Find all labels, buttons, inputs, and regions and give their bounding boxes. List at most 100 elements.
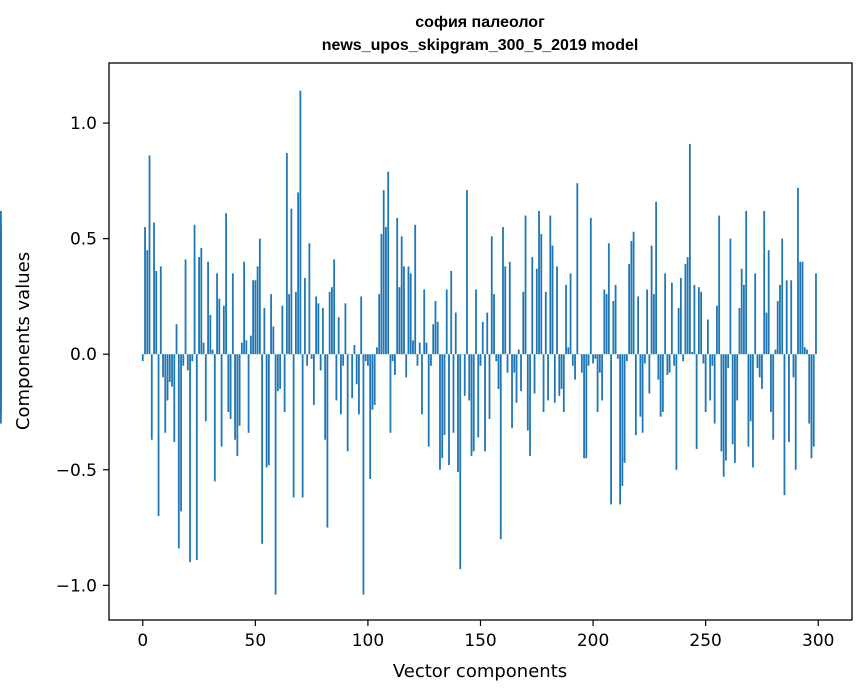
bar-265 [738,307,741,355]
bar-42 [236,354,239,456]
bar-123 [418,342,421,355]
bar-59 [274,354,277,595]
bar-115 [400,236,403,355]
bar-195 [580,354,583,373]
bar-237 [675,354,678,470]
bar-241 [684,264,687,355]
bar-110 [389,354,392,433]
bar-226 [650,245,653,355]
x-tick-label: 0 [137,631,148,651]
bar-140 [457,354,459,473]
bar-125 [423,289,426,355]
bar-175 [535,268,538,355]
bar-141 [459,354,462,570]
bar-178 [542,354,545,412]
bar-27 [202,342,205,355]
bar-54 [263,307,266,355]
bar-228 [655,201,658,355]
bar-239 [679,277,682,355]
bar-6 [155,271,158,355]
bar-undefined [0,222,2,355]
bar-48 [249,335,252,355]
bar-126 [425,342,428,355]
bar-261 [729,238,732,355]
bar-25 [198,257,200,355]
bar-132 [439,354,441,470]
bar-143 [463,354,466,396]
bar-187 [562,354,565,412]
bar-260 [727,354,730,369]
bar-131 [436,321,439,355]
bar-184 [556,266,558,355]
bar-160 [502,227,504,355]
bar-282 [776,301,779,355]
bar-70 [299,90,302,355]
bar-186 [560,354,563,389]
y-tick-label: −1.0 [56,576,97,596]
bar-29 [207,261,209,355]
bar-57 [270,294,273,355]
bar-169 [522,291,525,355]
bar-258 [722,354,725,477]
bar-121 [414,224,417,355]
bar-212 [619,354,621,505]
bar-7 [157,354,160,516]
bar-96 [358,354,360,415]
bar-105 [378,294,381,355]
bar-149 [477,354,480,438]
bar-238 [677,307,680,355]
bar-166 [515,354,518,403]
bar-24 [195,354,198,560]
bar-39 [229,354,232,419]
bar-147 [472,354,475,452]
bar-240 [682,354,685,362]
bar-31 [211,349,214,355]
bar-168 [520,354,522,392]
bar-81 [324,354,327,440]
bar-250 [704,354,707,412]
bar-108 [385,227,387,355]
bar-80 [321,307,324,355]
x-tick-label: 200 [577,631,609,651]
bar-219 [634,354,637,436]
bar-276 [763,210,766,355]
bar-76 [312,354,315,406]
bar-95 [355,354,358,385]
bar-285 [783,354,786,496]
bar-97 [360,296,363,355]
bar-209 [612,301,615,355]
bar-88 [340,354,342,415]
bar-102 [371,354,374,410]
bar-208 [610,354,612,505]
bar-68 [294,291,297,355]
bar-203 [598,354,601,373]
bar-85 [333,259,336,355]
bar-243 [688,143,691,355]
bar-234 [668,354,671,373]
bar-190 [569,273,572,355]
bar-101 [369,354,372,480]
bar-231 [661,354,664,412]
bar-undefined [0,354,2,380]
bar-63 [283,354,286,412]
bar-179 [544,291,547,355]
bar-217 [630,240,633,355]
y-tick-label: 0.0 [70,345,97,365]
bar-271 [752,354,754,468]
bar-289 [792,354,795,378]
bar-273 [756,354,759,369]
bar-215 [625,354,628,362]
bar-111 [391,354,394,362]
bar-254 [713,354,716,424]
bar-14 [173,354,176,443]
bar-170 [524,215,527,355]
bar-259 [725,354,727,461]
bar-86 [335,354,338,401]
bar-278 [767,250,770,355]
bar-104 [376,347,378,355]
bar-218 [632,231,635,355]
bar-197 [585,354,588,459]
bar-100 [367,354,369,366]
bar-55 [265,354,268,468]
bar-236 [673,354,676,366]
